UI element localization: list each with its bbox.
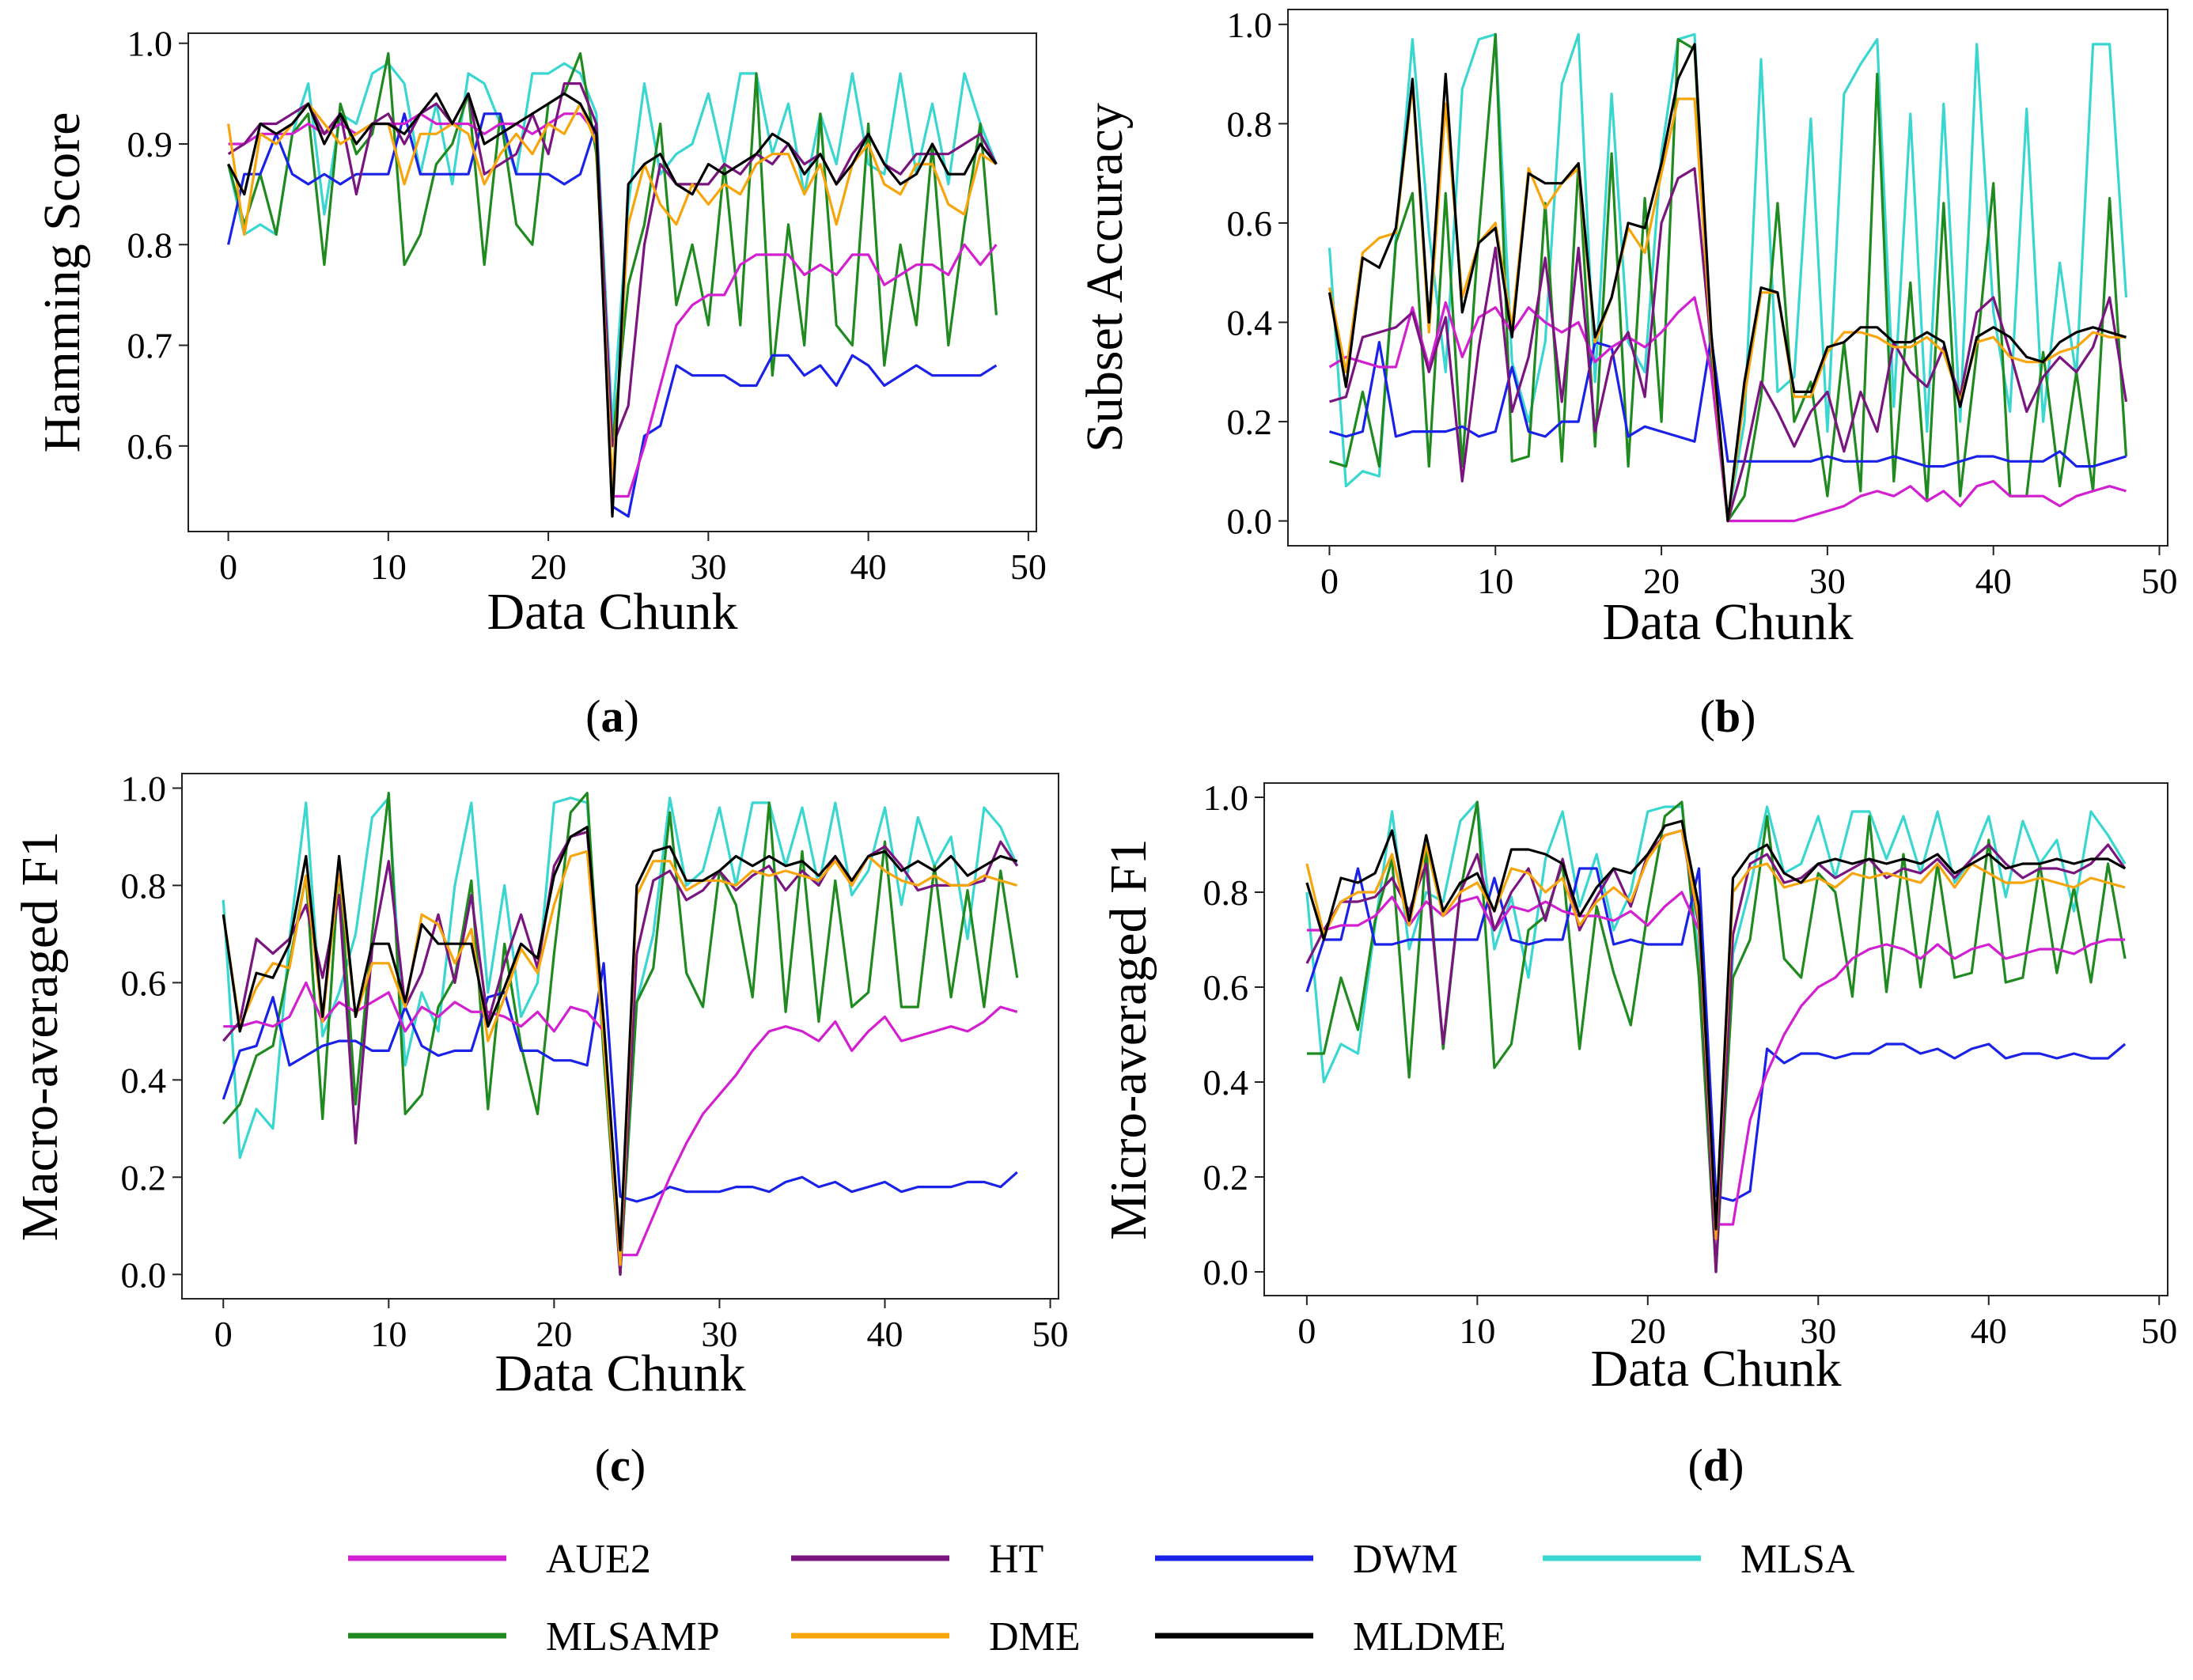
legend-label: MLDME (1353, 1614, 1506, 1659)
y-tick-label: 0.2 (121, 1157, 167, 1198)
chart-panel-4: 0 10 20 30 40 50 0.0 0.2 0.4 0.6 0.8 1.0 Data Chunk M… (1100, 778, 2177, 1491)
x-tick-label: 50 (2141, 1311, 2177, 1351)
x-tick-label: 30 (1800, 1311, 1836, 1351)
x-tick-label: 10 (1477, 561, 1513, 601)
panel-caption: (b) (1700, 691, 1756, 742)
legend-item-dwm: DWM (1155, 1537, 1458, 1582)
y-tick-label: 0.6 (127, 426, 173, 467)
legend-item-aue2: AUE2 (348, 1537, 651, 1582)
x-tick-label: 30 (690, 547, 726, 587)
x-tick-label: 0 (219, 547, 237, 587)
legend: AUE2 HT DWM MLSA MLSAMP DME MLDME (348, 1537, 1855, 1659)
legend-label: DME (989, 1614, 1081, 1659)
y-tick-label: 0.8 (1227, 104, 1273, 144)
plot-frame (181, 773, 1059, 1300)
y-tick-label: 0.2 (1227, 402, 1273, 442)
x-tick-label: 10 (370, 547, 407, 587)
x-tick-label: 20 (536, 1314, 572, 1354)
y-tick-label: 0.6 (1227, 203, 1273, 244)
series-line-mldme (1328, 43, 2127, 523)
x-tick-label: 0 (214, 1314, 233, 1354)
plot-frame (1287, 9, 2168, 547)
panel-caption: (c) (595, 1440, 646, 1491)
legend-label: HT (989, 1537, 1043, 1582)
y-tick-label: 1.0 (121, 768, 167, 808)
series-line-ht (227, 81, 998, 448)
y-tick-label: 0.8 (1203, 872, 1249, 913)
series-line-mldme (222, 825, 1018, 1252)
series-line-dwm (1329, 335, 2127, 468)
y-tick-label: 0.4 (121, 1060, 167, 1100)
plot-frame (1263, 782, 2168, 1296)
x-tick-label: 40 (1971, 1311, 2007, 1351)
panel-caption: (d) (1688, 1440, 1744, 1491)
chart-panel-3: 0 10 20 30 40 50 0.0 0.2 0.4 0.6 0.8 1.0 Data Chunk M… (11, 768, 1069, 1491)
x-tick-label: 20 (530, 547, 566, 587)
chart-panel-1: 0 10 20 30 40 50 0.6 0.7 0.8 0.9 1.0 Data Chunk Hamm… (33, 24, 1047, 742)
legend-label: DWM (1353, 1537, 1458, 1582)
y-axis-label: Hamming Score (33, 112, 91, 453)
x-tick-label: 40 (850, 547, 887, 587)
legend-label: MLSA (1740, 1537, 1855, 1582)
x-tick-label: 50 (1032, 1314, 1069, 1354)
x-tick-label: 0 (1297, 1311, 1316, 1351)
x-tick-label: 10 (370, 1314, 407, 1354)
x-axis-label: Data Chunk (494, 1345, 745, 1402)
x-tick-label: 50 (1010, 547, 1047, 587)
y-tick-label: 0.6 (121, 963, 167, 1003)
y-tick-label: 0.8 (127, 225, 173, 265)
x-tick-label: 10 (1459, 1311, 1495, 1351)
series-line-dwm (1305, 867, 2127, 1202)
series-line-mlsa (1305, 800, 2127, 1273)
x-tick-label: 40 (866, 1314, 903, 1354)
y-tick-label: 0.2 (1203, 1157, 1249, 1198)
legend-item-mlsa: MLSA (1543, 1537, 1855, 1582)
chart-panel-2: 0 10 20 30 40 50 0.0 0.2 0.4 0.6 0.8 1.0 Data Chunk S… (1076, 5, 2178, 742)
plot-frame (187, 32, 1037, 532)
x-tick-label: 30 (1809, 561, 1846, 601)
y-tick-label: 0.0 (1227, 501, 1273, 542)
series-line-dme (1305, 829, 2126, 1240)
x-tick-label: 20 (1630, 1311, 1666, 1351)
legend-label: AUE2 (546, 1537, 651, 1582)
legend-item-mlsamp: MLSAMP (348, 1614, 720, 1659)
y-tick-label: 1.0 (1227, 5, 1273, 45)
legend-item-mldme: MLDME (1155, 1614, 1506, 1659)
y-tick-label: 0.4 (1227, 303, 1273, 343)
y-tick-label: 0.4 (1203, 1062, 1249, 1103)
legend-label: MLSAMP (546, 1614, 720, 1659)
legend-item-dme: DME (791, 1614, 1081, 1659)
y-tick-label: 0.6 (1203, 967, 1249, 1008)
y-tick-label: 1.0 (1203, 778, 1249, 818)
series-line-ht (1305, 829, 2127, 1273)
panel-caption: (a) (585, 691, 639, 742)
y-tick-label: 0.0 (1203, 1252, 1249, 1292)
legend-item-ht: HT (791, 1537, 1043, 1582)
x-tick-label: 50 (2142, 561, 2178, 601)
y-axis-label: Subset Accuracy (1076, 103, 1134, 452)
series-line-aue2 (223, 981, 1018, 1257)
y-tick-label: 0.8 (121, 865, 167, 906)
x-tick-label: 40 (1975, 561, 2012, 601)
y-tick-label: 0.9 (127, 124, 173, 165)
series-line-mlsamp (1306, 800, 2127, 1273)
y-axis-label: Micro-averaged F1 (1100, 838, 1157, 1240)
series-line-ht (1329, 167, 2128, 523)
x-axis-label: Data Chunk (1590, 1340, 1841, 1398)
x-tick-label: 0 (1320, 561, 1339, 601)
x-tick-label: 30 (701, 1314, 737, 1354)
x-tick-label: 20 (1643, 561, 1680, 601)
x-axis-label: Data Chunk (1602, 593, 1853, 651)
series-line-mlsamp (227, 51, 998, 448)
y-axis-label: Macro-averaged F1 (11, 831, 69, 1242)
x-axis-label: Data Chunk (487, 583, 737, 641)
y-tick-label: 0.7 (127, 326, 173, 366)
series-line-ht (222, 831, 1019, 1276)
series-line-mldme (1305, 819, 2126, 1231)
series-line-dwm (222, 962, 1018, 1203)
y-tick-label: 1.0 (127, 24, 173, 64)
y-tick-label: 0.0 (121, 1254, 167, 1295)
series-line-mldme (227, 92, 998, 518)
